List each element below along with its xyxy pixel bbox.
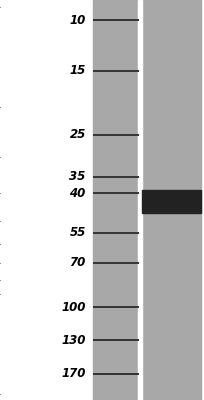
Text: 10: 10: [69, 14, 86, 27]
Text: 40: 40: [69, 187, 86, 200]
Text: 70: 70: [69, 256, 86, 270]
Text: 15: 15: [69, 64, 86, 77]
Bar: [142, 0, 201, 400]
Bar: [138, 0, 142, 400]
Bar: [93, 0, 138, 400]
Text: 170: 170: [61, 367, 86, 380]
Text: 100: 100: [61, 301, 86, 314]
Text: 25: 25: [69, 128, 86, 141]
Text: 130: 130: [61, 334, 86, 347]
Bar: [142, 190, 201, 213]
Text: 55: 55: [69, 226, 86, 239]
Text: 35: 35: [69, 170, 86, 183]
